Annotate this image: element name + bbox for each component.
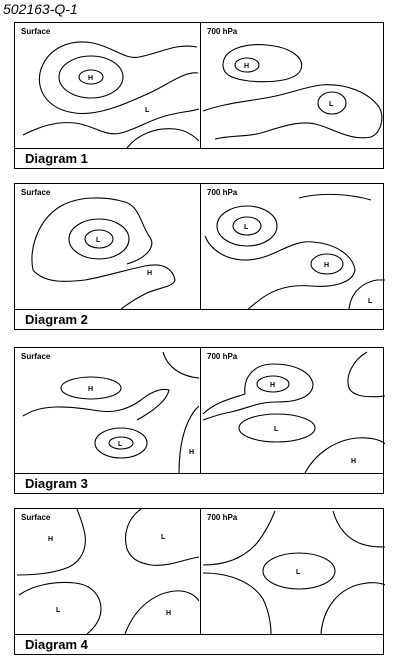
diagram-2-maps: Surface L H 700 hPa L H L: [14, 183, 385, 310]
isobar-top-right: [124, 509, 199, 566]
center-label: H: [48, 536, 53, 543]
diagram-3-maps: Surface H L H 700 hPa H: [14, 347, 385, 474]
isobar-top: [298, 193, 372, 201]
diagram-2-surface-map: Surface L H: [15, 184, 199, 309]
diagram-2-700hpa-isobars: L H L: [204, 193, 385, 309]
isobar-inner: [232, 216, 262, 236]
isobar-inner: [317, 91, 347, 115]
isobar-outer: [32, 264, 176, 309]
diagram-1-surface-isobars: H L: [22, 41, 199, 148]
diagram-1-maps: Surface H L 700 hPa H L: [14, 22, 384, 149]
diagram-4-surface-isobars: H L L H: [16, 509, 199, 634]
center-label: L: [161, 534, 166, 541]
center-label: H: [147, 270, 152, 277]
center-label: L: [244, 224, 249, 231]
center-label: L: [118, 441, 123, 448]
isobar-lower: [22, 108, 199, 136]
diagram-3-700hpa-isobars: H L H: [202, 351, 385, 473]
center-label: L: [368, 298, 373, 305]
center-label: H: [324, 262, 329, 269]
isobar-corner: [348, 279, 385, 309]
isobar-inner: [78, 69, 104, 85]
isobar-top-right: [332, 510, 385, 548]
isobar-inner: [108, 436, 134, 450]
center-label: L: [56, 607, 61, 614]
upper-label: 700 hPa: [207, 513, 238, 522]
diagram-4-caption: Diagram 4: [14, 635, 384, 655]
diagram-3-surface-map: Surface H L H: [15, 348, 199, 473]
isobar-long: [22, 388, 170, 421]
surface-label: Surface: [21, 188, 51, 197]
isobar-middle: [58, 55, 124, 99]
center-label: L: [274, 426, 279, 433]
upper-label: 700 hPa: [207, 188, 238, 197]
isobar-inner: [84, 229, 114, 249]
diagram-4-maps: Surface H L L H 700 hPa L: [14, 508, 385, 635]
isobar-right: [178, 405, 199, 473]
isobar-bottom-left: [18, 581, 102, 634]
diagram-3-700hpa-map: 700 hPa H L H: [200, 348, 385, 473]
isobar-outer: [38, 41, 199, 115]
isobar-h: [60, 376, 122, 400]
isobar-loop: [204, 235, 356, 309]
center-label: H: [351, 458, 356, 465]
surface-label: Surface: [21, 27, 51, 36]
isobar-bottom-right: [304, 437, 385, 473]
center-label: H: [166, 610, 171, 617]
diagram-1-surface-map: Surface H L: [15, 23, 199, 148]
center-label: L: [96, 237, 101, 244]
isobar-bottom-left: [202, 572, 272, 634]
isobar-middle: [94, 427, 148, 459]
upper-label: 700 hPa: [207, 352, 238, 361]
diagram-4-700hpa-isobars: L: [202, 510, 385, 634]
isobar-l: [262, 552, 336, 590]
isobar-top-right: [347, 351, 385, 398]
center-label: H: [189, 449, 194, 456]
isobar-inner: [234, 57, 260, 73]
diagram-2-surface-isobars: L H: [31, 197, 176, 309]
upper-label: 700 hPa: [207, 27, 238, 36]
diagram-1-caption: Diagram 1: [14, 149, 384, 169]
isobar-corner: [126, 128, 199, 148]
center-label: H: [88, 386, 93, 393]
isobar-top-right: [162, 351, 199, 379]
isobar-lower: [202, 84, 383, 140]
center-label: L: [329, 101, 334, 108]
isobar-loop: [222, 44, 303, 83]
center-label: L: [296, 569, 301, 576]
diagram-2-caption: Diagram 2: [14, 310, 384, 330]
isobar-outer-top: [31, 197, 153, 271]
isobar-bottom-right: [124, 590, 199, 634]
surface-label: Surface: [21, 352, 51, 361]
diagram-2-700hpa-map: 700 hPa L H L: [200, 184, 385, 309]
diagram-4-700hpa-map: 700 hPa L: [200, 509, 385, 634]
isobar-l: [238, 413, 316, 443]
diagram-3-surface-isobars: H L H: [22, 351, 199, 473]
diagram-1-700hpa-map: 700 hPa H L: [200, 23, 385, 148]
isobar-inner: [256, 375, 290, 393]
isobar-inner: [310, 253, 344, 275]
surface-label: Surface: [21, 513, 51, 522]
isobar-bottom-right: [320, 582, 385, 634]
center-label: L: [145, 107, 150, 114]
isobar-top-left: [16, 509, 86, 576]
diagram-3-caption: Diagram 3: [14, 474, 384, 494]
question-id: 502163-Q-1: [3, 1, 78, 17]
isobar-middle: [68, 218, 130, 260]
isobar-middle: [216, 205, 278, 247]
center-label: H: [88, 75, 93, 82]
diagram-1-700hpa-isobars: H L: [202, 44, 383, 140]
isobar-top-left: [202, 510, 276, 566]
center-label: H: [270, 382, 275, 389]
center-label: H: [244, 63, 249, 70]
isobar-loop: [202, 363, 314, 421]
diagram-4-surface-map: Surface H L L H: [15, 509, 199, 634]
